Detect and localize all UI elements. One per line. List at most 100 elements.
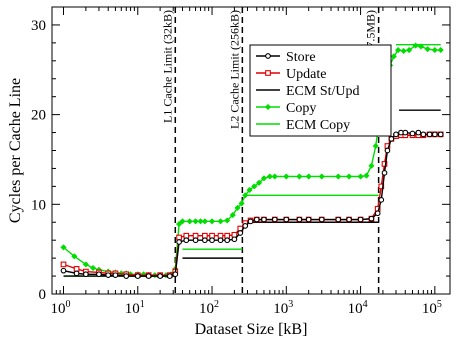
x-tick-label: 103 [273, 299, 293, 317]
data-point [305, 216, 312, 223]
data-point [123, 273, 130, 279]
y-tick-label: 30 [31, 18, 46, 34]
data-point [405, 46, 413, 54]
data-point [166, 273, 173, 279]
legend-label: ECM Copy [286, 118, 350, 133]
legend-item: ECM St/Upd [256, 84, 360, 99]
data-point [238, 200, 245, 207]
data-point [197, 218, 204, 225]
y-tick-label: 20 [31, 108, 46, 124]
series-store [60, 129, 444, 279]
data-point [409, 130, 416, 137]
data-point [368, 162, 375, 169]
data-point [157, 273, 163, 279]
data-point [96, 271, 102, 278]
data-point [271, 216, 278, 223]
x-axis-title: Dataset Size [kB] [195, 321, 308, 338]
data-point [186, 218, 193, 225]
data-point [271, 173, 278, 180]
cache-limit-label: L1 Cache Limit (32kB) [160, 10, 174, 123]
data-point [246, 186, 253, 194]
data-point [264, 103, 272, 111]
data-point [224, 232, 231, 239]
data-point [192, 232, 199, 239]
data-point [381, 161, 388, 167]
data-point [346, 216, 352, 223]
data-point [201, 232, 208, 239]
data-point [209, 237, 215, 244]
data-point [217, 218, 224, 225]
data-point [73, 270, 80, 277]
legend-item: ECM Copy [256, 118, 350, 133]
data-point [234, 204, 241, 212]
data-point [384, 147, 391, 154]
data-point [381, 170, 388, 176]
data-point [357, 216, 364, 223]
data-point [251, 183, 258, 190]
data-point [192, 237, 199, 244]
data-point [402, 129, 409, 136]
data-point [217, 232, 224, 239]
data-point [265, 70, 271, 76]
data-point [201, 218, 208, 225]
data-point [231, 231, 238, 238]
legend-label: Store [286, 50, 316, 65]
data-point [73, 266, 80, 272]
data-point [417, 43, 425, 50]
data-point [224, 217, 231, 224]
legend-item: Store [256, 50, 316, 65]
x-tick-label: 101 [125, 299, 145, 317]
data-point [145, 273, 152, 279]
data-point [253, 216, 260, 223]
data-point [261, 216, 267, 223]
data-point [209, 232, 215, 239]
data-point [266, 173, 273, 180]
data-point [217, 237, 224, 244]
y-tick-label: 0 [39, 287, 47, 303]
data-point [400, 47, 407, 55]
data-point [437, 46, 444, 54]
data-point [83, 271, 89, 278]
data-point [242, 222, 249, 229]
data-point [172, 271, 179, 278]
x-tick-label: 104 [348, 299, 368, 317]
data-point [224, 237, 231, 244]
data-point [437, 131, 444, 138]
data-point [431, 46, 438, 54]
data-point [357, 173, 364, 180]
x-axis: 100 101 102 103 104 105 [51, 7, 442, 317]
data-point [296, 173, 303, 180]
data-point [335, 173, 342, 180]
data-point [390, 53, 397, 60]
legend-item: Copy [256, 101, 316, 116]
y-axis-title: Cycles per Cache Line [7, 78, 24, 223]
data-point [412, 42, 419, 49]
data-point [345, 173, 353, 180]
data-point [82, 261, 90, 268]
data-point [201, 237, 208, 244]
data-point [260, 175, 268, 182]
data-point [60, 244, 67, 251]
data-point [374, 210, 381, 217]
data-point [60, 267, 67, 274]
data-point [393, 131, 399, 138]
cache-limit-label: L2 Cache Limit (256kB) [227, 10, 241, 129]
data-point [183, 232, 190, 239]
legend-label: Copy [286, 101, 316, 116]
data-point [283, 216, 290, 223]
x-tick-label: 105 [422, 299, 442, 317]
data-point [296, 216, 303, 223]
data-point [426, 131, 433, 138]
data-point [208, 218, 216, 225]
data-point [424, 45, 431, 53]
data-point [368, 215, 375, 222]
data-point [318, 173, 325, 180]
cache-limit-annotations: L1 Cache Limit (32kB) L2 Cache Limit (256… [160, 7, 380, 294]
data-point [318, 216, 325, 223]
data-point [372, 142, 379, 150]
data-point [229, 211, 236, 219]
data-point [242, 192, 249, 199]
legend-label: Update [286, 67, 326, 82]
data-point [363, 172, 370, 179]
